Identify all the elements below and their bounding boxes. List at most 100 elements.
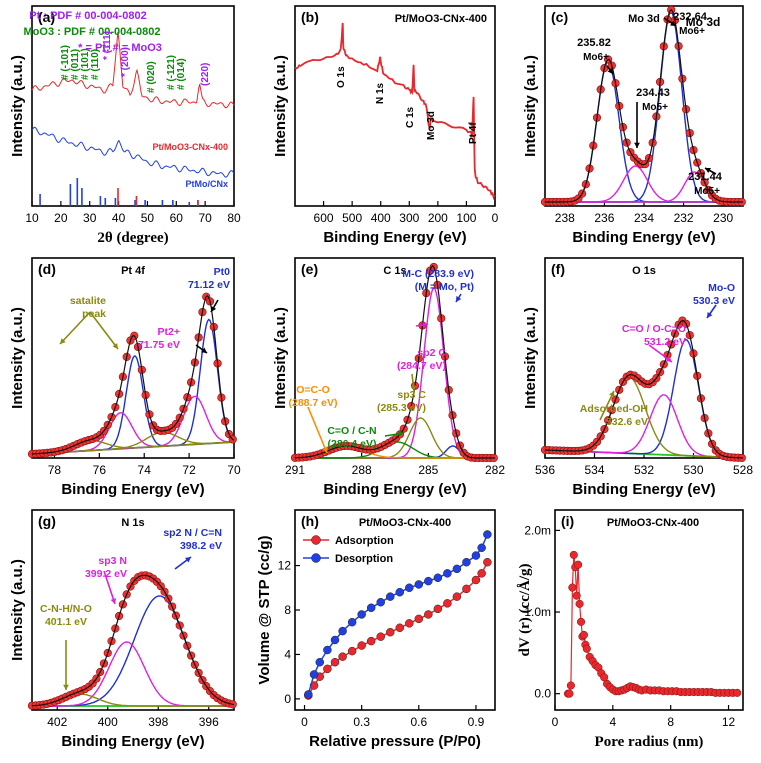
isotherm-point (443, 569, 452, 578)
panel-title: Pt/MoO3-CNx-400 (607, 517, 699, 529)
panel-label: (f) (551, 261, 565, 277)
panel-label: (b) (301, 9, 319, 25)
isotherm-point (483, 557, 492, 567)
panel-c: (c) Binding Energy (eV) Intensity (a.u.) 23… (522, 5, 746, 246)
y-tick-label: 0.0 (534, 687, 551, 701)
survey-spectrum (294, 22, 496, 201)
x-tick-label: 72 (182, 463, 196, 477)
x-tick-label: 70 (227, 463, 241, 477)
x-tick-label: 398 (148, 715, 168, 729)
isotherm-point (477, 543, 486, 553)
isotherm-point (462, 557, 471, 567)
peak-energy-label: 231.44 (688, 171, 723, 183)
y-axis-label: Intensity (a.u.) (522, 307, 539, 409)
panel-title: Mo 3d (628, 13, 660, 25)
peak-index-label: # (-101) (60, 45, 71, 80)
x-tick-label: 291 (285, 463, 305, 477)
isotherm-point (366, 603, 376, 613)
isotherm-point (471, 575, 481, 585)
y-axis-label: dV (r) (cc/Å/g) (517, 563, 533, 656)
x-tick-label: 60 (170, 211, 184, 225)
isotherm-point (452, 592, 462, 601)
panel-title: N 1s (121, 517, 144, 529)
component-label: sp2 C (417, 347, 446, 359)
isotherm-point (347, 646, 357, 656)
component-label: sp2 N / C=N (163, 527, 222, 539)
envelope-line (31, 574, 235, 707)
panel-g: (g) Binding Energy (eV) Intensity (a.u.) 40… (9, 509, 237, 750)
isotherm-point (405, 583, 414, 593)
distribution-point (579, 630, 588, 639)
panel-i: (i) Pore radius (nm) dV (r) (cc/Å/g) 0 4 8 12 0… (517, 509, 744, 750)
arrow-head (410, 385, 417, 391)
component-energy: peak (82, 308, 106, 320)
x-axis-label: 2θ (degree) (97, 230, 168, 246)
panel-label: (h) (301, 513, 319, 529)
distribution-point (576, 617, 586, 626)
x-tick-label: 530 (683, 463, 703, 477)
y-tick-label: 1.0m (524, 605, 551, 619)
peak-index-label: * (200) (120, 47, 131, 77)
x-tick-label: 78 (48, 463, 62, 477)
component-label: M-C (283.9 eV) (402, 268, 474, 280)
isotherm-point (304, 690, 313, 699)
isotherm-point (347, 617, 357, 627)
isotherm-line (307, 534, 489, 695)
arrow-head (422, 322, 428, 328)
isotherm-point (395, 623, 405, 633)
isotherm-point (414, 614, 424, 624)
panel-f: (f) Binding Energy (eV) Intensity (a.u.) 53… (522, 257, 753, 498)
component-energy: 71.12 eV (188, 279, 230, 291)
x-tick-label: 500 (342, 211, 362, 225)
y-axis-label: Intensity (a.u.) (9, 559, 26, 661)
component-label: sp3 C (397, 389, 426, 401)
axes-frame (31, 5, 235, 207)
xrd-pattern (31, 126, 235, 178)
axes-frame (31, 257, 235, 459)
x-axis-label: Binding Energy (eV) (572, 481, 715, 498)
distribution-point (569, 550, 578, 559)
component-label: Pt0 (214, 266, 231, 278)
arrow-head (201, 347, 207, 353)
isotherm-point (330, 657, 340, 667)
distribution-point (568, 583, 577, 592)
x-tick-label: 532 (634, 463, 654, 477)
peak-index-label: # (014) (176, 58, 187, 90)
arrow-head (705, 167, 711, 174)
xrd-pattern (31, 31, 235, 109)
y-axis-label: Intensity (a.u.) (9, 307, 26, 409)
peak-index-label: (220) (200, 63, 211, 86)
arrow-head (322, 447, 328, 453)
x-tick-label: 0.9 (468, 715, 485, 729)
legend-entry: Adsorption (335, 535, 394, 547)
component-label: C=O / O-C=O (622, 323, 686, 335)
component-label: Adsorbed-OH (580, 403, 648, 415)
annotation-arrow (59, 311, 91, 345)
x-axis-label: Pore radius (nm) (595, 734, 704, 750)
x-tick-label: 600 (314, 211, 334, 225)
panel-title: C 1s (383, 265, 406, 277)
x-tick-label: 400 (98, 715, 118, 729)
axes-frame (31, 509, 235, 711)
panel-title: O 1s (632, 265, 656, 277)
peak-index-label: * (111) (102, 31, 113, 60)
arrow-head (211, 306, 217, 312)
x-tick-label: 76 (93, 463, 107, 477)
legend-note: MoO3 : PDF # 00-004-0802 (24, 26, 161, 38)
peak-label: Mo 3d (426, 111, 437, 140)
x-tick-label: 100 (456, 211, 476, 225)
series-label: Pt/MoO3-CNx-400 (152, 142, 228, 152)
isotherm-point (433, 604, 443, 614)
panel-d: (d) Binding Energy (eV) Intensity (a.u.) 78… (9, 257, 241, 498)
peak-energy-label: 235.82 (577, 37, 611, 49)
y-axis-label: Intensity (a.u.) (272, 55, 289, 157)
annotation-arrow (599, 390, 615, 421)
envelope-line (545, 9, 743, 203)
isotherm-point (338, 626, 347, 636)
y-axis-label: Intensity (a.u.) (272, 307, 289, 409)
isotherm-point (376, 597, 385, 607)
legend-marker (311, 553, 321, 563)
component-energy: 401.1 eV (45, 616, 87, 628)
peak-index-label: # (110) (90, 49, 101, 80)
